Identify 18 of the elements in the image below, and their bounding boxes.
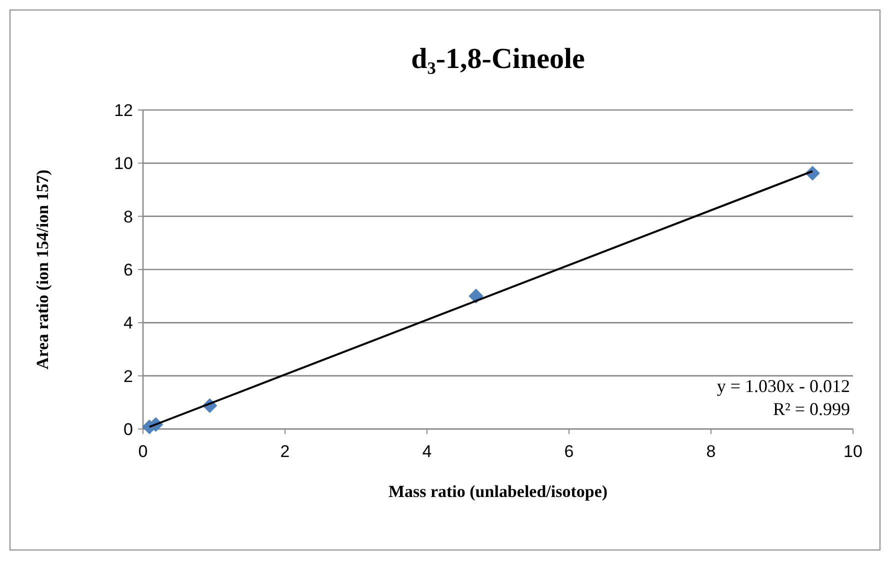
y-tick-label: 8 (124, 207, 133, 226)
y-tick-label: 0 (124, 420, 133, 439)
x-tick-label: 0 (138, 442, 148, 461)
x-tick-label: 10 (844, 442, 862, 461)
y-tick-label: 12 (114, 100, 133, 120)
y-tick-label: 10 (114, 154, 133, 174)
x-tick-label: 2 (280, 442, 290, 461)
y-axis-title: Area ratio (ion 154/ion 157) (33, 170, 52, 370)
x-tick-label: 4 (422, 442, 432, 461)
x-tick-label: 6 (564, 442, 574, 461)
y-tick-label: 4 (124, 314, 133, 333)
x-axis-title: Mass ratio (unlabeled/isotope) (388, 482, 608, 501)
x-tick-label: 8 (706, 442, 716, 461)
y-tick-label: 6 (124, 260, 133, 280)
annotation: R² = 0.999 (772, 399, 850, 419)
chart-title: d₃-1,8-Cineole (411, 43, 586, 75)
y-tick-label: 2 (124, 366, 133, 386)
annotation: y = 1.030x - 0.012 (716, 376, 850, 396)
